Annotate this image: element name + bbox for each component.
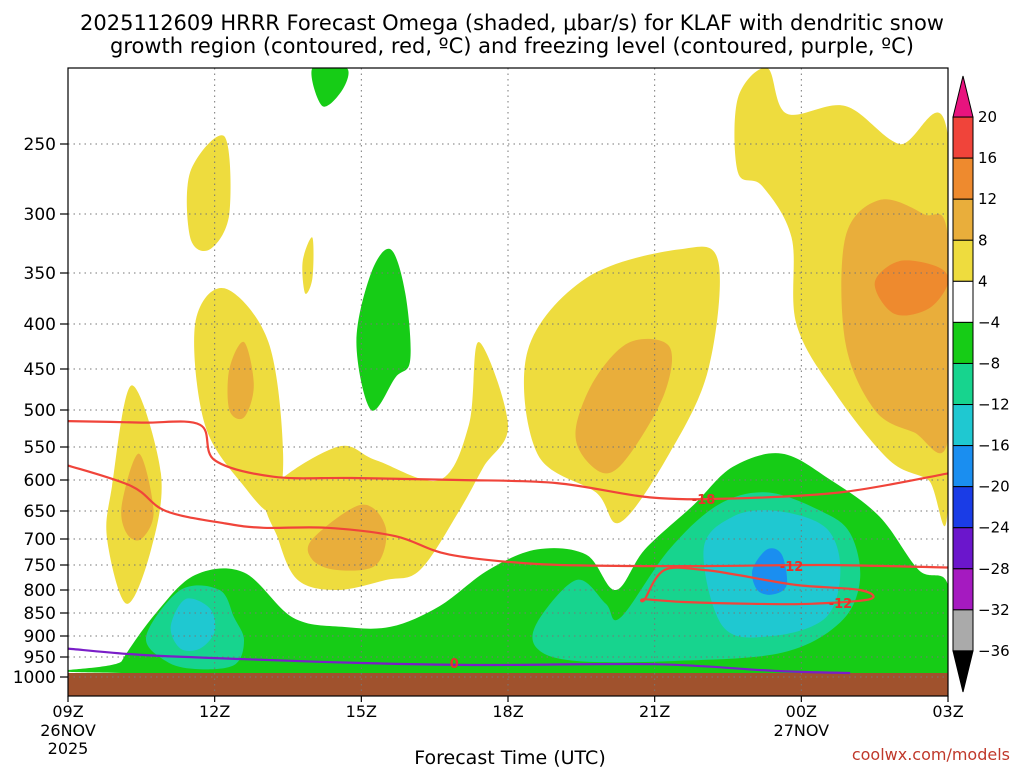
y-tick-label-950: 950 [24, 648, 56, 668]
x-tick-sublabel-26NOV: 26NOV [40, 721, 96, 740]
colorbar-swatch-6 [952, 321, 974, 364]
x-axis-label: Forecast Time (UTC) [414, 747, 605, 768]
colorbar-bottom-arrow [952, 650, 974, 693]
colorbar-swatch-12 [952, 568, 974, 611]
colorbar-level-8: −16 [978, 437, 1010, 455]
dgz-contour-label-2: -12 [829, 597, 853, 612]
y-tick-label-450: 450 [24, 360, 56, 380]
omega-region-green-top-strip [311, 68, 349, 107]
y-tick-label-550: 550 [24, 438, 56, 458]
omega-region-orange-mid [307, 504, 387, 571]
colorbar-level-5: −4 [978, 313, 1000, 331]
y-tick-label-300: 300 [24, 205, 56, 225]
y-tick-label-750: 750 [24, 556, 56, 576]
contour-dgz-closed-loop [640, 566, 875, 606]
colorbar-level-3: 8 [978, 231, 988, 249]
colorbar-level-6: −8 [978, 354, 1000, 372]
temperature-contours [68, 420, 948, 675]
freezing-contour-label: 0 [450, 657, 459, 672]
colorbar-swatch-1 [952, 116, 974, 159]
contour-dgz-top-left [68, 420, 948, 501]
omega-region-orange-mid-left [227, 341, 254, 420]
y-tick-label-400: 400 [24, 315, 56, 335]
x-tick-label-21Z: 21Z [639, 702, 670, 721]
colorbar-top-arrow [952, 75, 974, 118]
y-tick-label-600: 600 [24, 471, 56, 491]
omega-region-yellow-small-blob [302, 237, 314, 294]
colorbar-swatch-4 [952, 239, 974, 282]
colorbar-level-0: 20 [978, 108, 997, 126]
dgz-contour-label-0: -18 [692, 493, 716, 508]
colorbar-swatch-13 [952, 609, 974, 652]
colorbar-swatch-2 [952, 157, 974, 200]
y-tick-label-250: 250 [24, 135, 56, 155]
credit-label: coolwx.com/models [852, 745, 1010, 764]
colorbar-level-2: 12 [978, 190, 997, 208]
colorbar-swatch-11 [952, 527, 974, 570]
omega-region-orange-left-tongue [121, 453, 154, 541]
y-tick-label-800: 800 [24, 581, 56, 601]
chart-title-line1: 2025112609 HRRR Forecast Omega (shaded, … [80, 11, 944, 35]
colorbar-level-13: −36 [978, 642, 1010, 660]
omega-region-yellow-upper-blob [186, 135, 231, 252]
omega-region-dark-orange-top-right [874, 260, 948, 316]
x-tick-sublabel-27NOV: 27NOV [774, 721, 830, 740]
contour-labels: -18 -12 -12 0 [450, 493, 853, 672]
x-tick-label-15Z: 15Z [346, 702, 377, 721]
y-tick-label-900: 900 [24, 627, 56, 647]
colorbar-level-1: 16 [978, 149, 997, 167]
colorbar-swatch-7 [952, 362, 974, 406]
chart-title-line2: growth region (contoured, red, ºC) and f… [110, 34, 914, 58]
colorbar-swatch-10 [952, 486, 974, 529]
omega-region-orange-right-center [575, 338, 673, 474]
colorbar-level-10: −24 [978, 519, 1010, 537]
colorbar-swatch-3 [952, 198, 974, 241]
colorbar-level-11: −28 [978, 560, 1010, 578]
contour-freezing-level [68, 647, 851, 675]
y-tick-label-650: 650 [24, 502, 56, 522]
colorbar-swatch-8 [952, 404, 974, 447]
dgz-contour-label-1: -12 [780, 560, 804, 575]
omega-colorbar: 20 16 12 8 4 −4 −8 −12 −16 −20 −24 −28 −32 −36 [952, 75, 1010, 693]
omega-shaded-regions [68, 68, 948, 680]
y-tick-label-1000: 1000 [13, 668, 56, 688]
x-tick-label-12Z: 12Z [199, 702, 230, 721]
colorbar-level-9: −20 [978, 478, 1010, 496]
y-tick-label-350: 350 [24, 264, 56, 284]
colorbar-level-7: −12 [978, 396, 1010, 414]
omega-region-cyan-bottom-left [170, 598, 216, 652]
colorbar-swatch-5 [952, 280, 974, 323]
x-tick-label-09Z: 09Z [52, 702, 83, 721]
colorbar-level-12: −32 [978, 601, 1010, 619]
omega-region-green-mid-column [356, 248, 411, 411]
colorbar-level-4: 4 [978, 272, 988, 290]
x-tick-label-03Z: 03Z [932, 702, 963, 721]
x-tick-label-18Z: 18Z [492, 702, 523, 721]
y-tick-label-700: 700 [24, 530, 56, 550]
colorbar-swatch-9 [952, 445, 974, 488]
y-axis-ticks: 250 300 350 400 450 500 550 600 650 700 750 800 850 9… [13, 135, 68, 688]
x-tick-label-00Z: 00Z [786, 702, 817, 721]
y-tick-label-500: 500 [24, 401, 56, 421]
contour-dgz-lower [68, 464, 948, 569]
x-tick-sublabel-2025: 2025 [48, 739, 89, 758]
y-tick-label-850: 850 [24, 604, 56, 624]
